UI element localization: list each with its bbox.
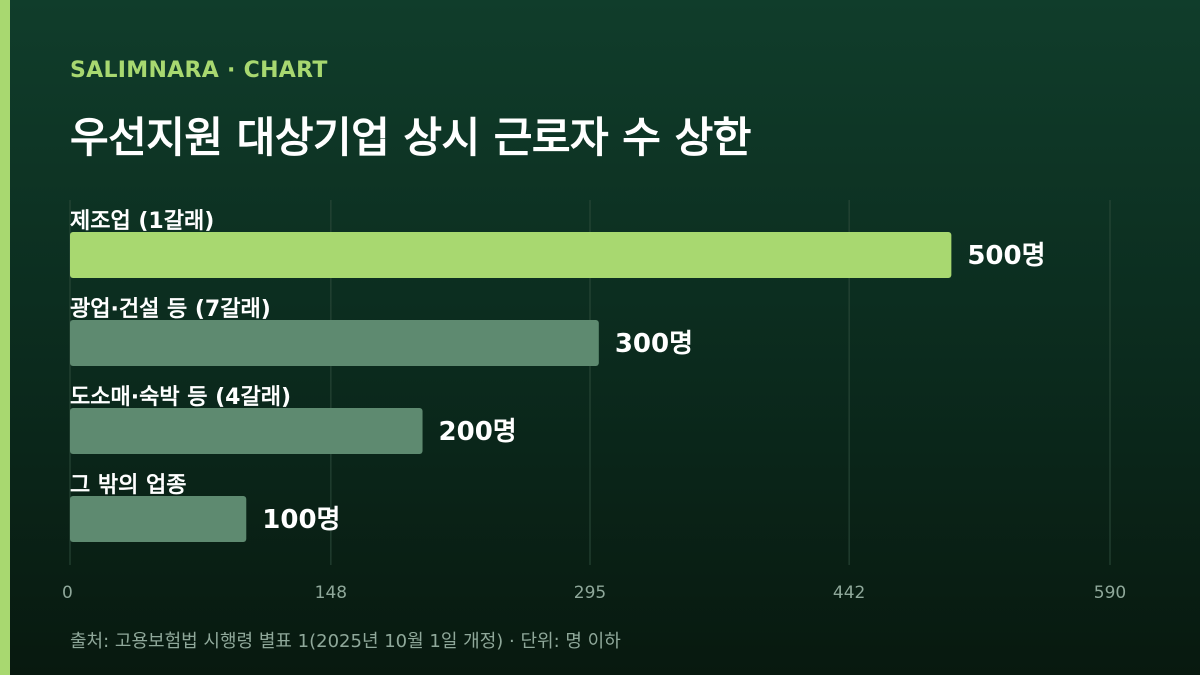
category-label: 그 밖의 업종 <box>70 473 187 498</box>
x-tick-label: 295 <box>574 583 606 603</box>
x-tick-label: 442 <box>833 583 865 603</box>
category-label: 도소매·숙박 등 (4갈래) <box>70 385 291 410</box>
category-label: 광업·건설 등 (7갈래) <box>70 297 271 322</box>
chart-title: 우선지원 대상기업 상시 근로자 수 상한 <box>70 113 751 162</box>
value-label: 200명 <box>439 417 517 447</box>
accent-bar <box>0 0 10 675</box>
bar <box>70 232 952 278</box>
bar <box>70 408 423 454</box>
value-label: 500명 <box>967 241 1045 271</box>
value-label: 100명 <box>262 505 340 535</box>
source-note: 출처: 고용보험법 시행령 별표 1(2025년 10월 1일 개정) · 단위… <box>70 631 621 652</box>
bar <box>70 320 599 366</box>
x-tick-label: 148 <box>315 583 347 603</box>
x-tick-label: 0 <box>62 583 73 603</box>
x-tick-label: 590 <box>1094 583 1126 603</box>
category-label: 제조업 (1갈래) <box>70 209 214 234</box>
bar <box>70 496 247 542</box>
kicker-label: SALIMNARA · CHART <box>70 58 328 83</box>
value-label: 300명 <box>615 329 693 359</box>
